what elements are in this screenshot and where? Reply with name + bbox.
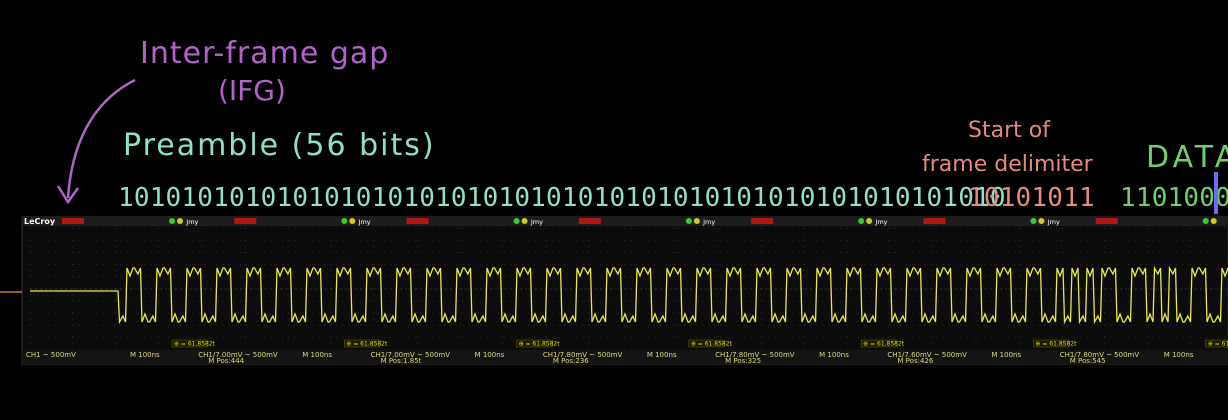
preamble-label: Preamble (56 bits) bbox=[123, 128, 436, 163]
trigger-status-badge bbox=[923, 218, 946, 224]
channel-label: CH1/7.80mV ~ 500mV bbox=[715, 351, 795, 359]
scope-tab-label: Jmy bbox=[874, 218, 887, 226]
position-label: M Pos:426 bbox=[897, 357, 933, 365]
measurement-box bbox=[516, 339, 553, 348]
timebase-label: M 100ns bbox=[1164, 351, 1194, 359]
status-led bbox=[521, 218, 528, 224]
ifg-arrow bbox=[66, 78, 136, 199]
preamble-bits: 1010101010101010101010101010101010101010… bbox=[118, 183, 1006, 213]
measurement-box bbox=[1033, 339, 1070, 348]
data-bits: 1101000101 bbox=[1120, 183, 1228, 213]
position-label: M Pos:444 bbox=[208, 357, 244, 365]
scope-tab-label: Jmy bbox=[185, 218, 198, 226]
ifg-abbreviation: (IFG) bbox=[218, 74, 286, 107]
sfd-label-line2: frame delimiter bbox=[922, 152, 1093, 177]
scope-tab-label: Jmy bbox=[530, 218, 543, 226]
ifg-arrowhead bbox=[56, 185, 80, 205]
channel-label: CH1/7.80mV ~ 500mV bbox=[543, 351, 623, 359]
measurement-value: ⊕ = 61.8582t bbox=[346, 341, 388, 348]
data-cursor-marker bbox=[1214, 172, 1218, 214]
measurement-value: ⊕ = 61.8582t bbox=[519, 341, 561, 348]
status-led bbox=[866, 218, 873, 224]
position-label: M Pos:325 bbox=[725, 357, 761, 365]
status-led bbox=[169, 218, 175, 224]
channel-label: CH1/7.60mV ~ 500mV bbox=[887, 351, 967, 359]
sfd-label-line1: Start of bbox=[968, 118, 1050, 143]
channel-label: CH1/7.80mV ~ 500mV bbox=[1060, 351, 1140, 359]
trigger-status-badge bbox=[62, 218, 84, 224]
status-led bbox=[349, 218, 356, 224]
status-led bbox=[177, 218, 183, 224]
position-label: M Pos:1.85t bbox=[381, 357, 422, 365]
position-label: M Pos:545 bbox=[1070, 357, 1106, 365]
measurement-box bbox=[688, 339, 726, 348]
scope-measurements: ⊕ = 61.8582t ⊕ = 61.8582t ⊕ = 61.8582t ⊕ = … bbox=[171, 339, 1228, 348]
channel-label: CH1 ~ 500mV bbox=[26, 351, 76, 359]
measurement-value: ⊕ = 61.8582t bbox=[1035, 341, 1077, 348]
scope-tab-label: Jmy bbox=[358, 218, 371, 226]
timebase-label: M 100ns bbox=[647, 351, 677, 359]
trigger-status-badge bbox=[234, 218, 257, 224]
status-led bbox=[1210, 218, 1217, 224]
channel-label: CH1/7.00mV ~ 500mV bbox=[198, 351, 278, 359]
trigger-status-badge bbox=[1095, 218, 1118, 224]
scope-bottom-labels: CH1 ~ 500mV M 100ns CH1/7.00mV ~ 500mV M 10… bbox=[26, 351, 1194, 365]
scope-tab-label: Jmy bbox=[1047, 218, 1060, 226]
timebase-label: M 100ns bbox=[819, 351, 849, 359]
measurement-box bbox=[171, 339, 209, 348]
measurement-box bbox=[860, 339, 898, 348]
ifg-title: Inter-frame gap bbox=[140, 36, 390, 71]
status-led bbox=[693, 218, 700, 224]
scope-top-widgets: Jmy Jmy Jmy Jmy Jmy Jmy bbox=[62, 218, 1217, 226]
scope-bottom-bar bbox=[22, 350, 1228, 364]
sfd-bits: 10101011 bbox=[968, 183, 1095, 213]
timebase-label: M 100ns bbox=[302, 351, 332, 359]
position-label: M Pos:236 bbox=[553, 357, 589, 365]
scope-top-bar bbox=[22, 216, 1228, 226]
timebase-label: M 100ns bbox=[475, 351, 505, 359]
trigger-status-badge bbox=[751, 218, 774, 224]
status-led bbox=[685, 218, 692, 224]
measurement-value: ⊕ = 61.8582t bbox=[691, 341, 733, 348]
measurement-box bbox=[344, 339, 381, 348]
measurement-value: ⊕ = 61.8582t bbox=[1208, 341, 1228, 348]
status-led bbox=[341, 218, 348, 224]
scope-brand: LeCroy bbox=[24, 217, 56, 226]
trigger-status-badge bbox=[406, 218, 429, 224]
signal-trace bbox=[30, 265, 1228, 325]
data-label: DATA bbox=[1146, 140, 1228, 175]
trigger-status-badge bbox=[578, 218, 601, 224]
status-led bbox=[513, 218, 520, 224]
measurement-value: ⊕ = 61.8582t bbox=[174, 341, 216, 348]
status-led bbox=[1038, 218, 1045, 224]
status-led bbox=[858, 218, 865, 224]
measurement-value: ⊕ = 61.8582t bbox=[863, 341, 905, 348]
timebase-label: M 100ns bbox=[130, 351, 160, 359]
measurement-box bbox=[1205, 339, 1228, 348]
scope-tab-label: Jmy bbox=[702, 218, 715, 226]
timebase-label: M 100ns bbox=[991, 351, 1021, 359]
status-led bbox=[1202, 218, 1209, 224]
status-led bbox=[1030, 218, 1037, 224]
channel-label: CH1/7.00mV ~ 500mV bbox=[371, 351, 451, 359]
